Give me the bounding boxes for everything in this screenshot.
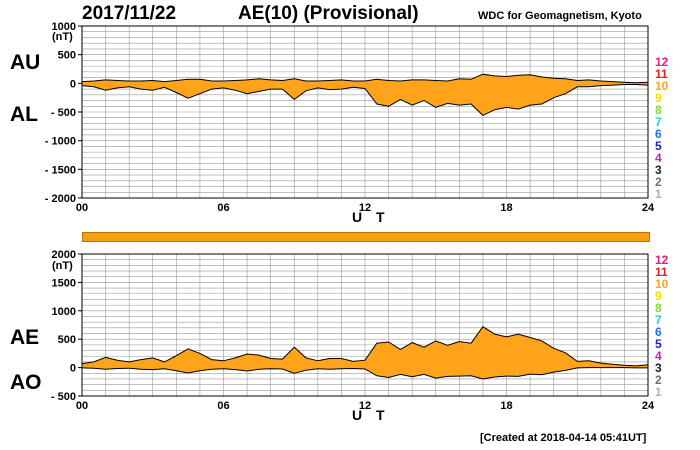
range-area [82,326,648,379]
x-tick-label: 18 [500,400,512,412]
legend-item: 6 [655,325,662,339]
y-tick-label: 500 [58,334,76,346]
bottom-xaxis-label: U T [352,407,390,423]
legend-item: 8 [655,103,662,117]
series-line-ae [81,326,649,367]
legend-item: 1 [655,187,662,201]
y-tick-label: - 500 [51,107,76,119]
bottom-unit-label: (nT) [52,260,73,272]
legend-item: 7 [655,115,662,129]
x-tick-label: 00 [76,202,88,214]
legend-item: 5 [655,139,662,153]
legend-item: 9 [655,289,662,303]
legend-item: 2 [655,175,662,189]
top-unit-label: (nT) [52,31,73,43]
legend-item: 4 [655,151,662,165]
created-timestamp: [Created at 2018-04-14 05:41UT] [480,432,647,444]
series-line-au [81,73,649,84]
y-tick-label: - 1000 [45,136,76,148]
y-tick-label: 2000 [52,249,76,261]
legend-item: 5 [655,337,662,351]
series-line-al [81,84,649,117]
index-title: AE(10) (Provisional) [238,3,419,24]
legend-item: 3 [655,163,662,177]
legend-item: 2 [655,373,662,387]
y-tick-label: - 1500 [45,164,76,176]
legend-item: 9 [655,91,662,105]
x-tick-label: 18 [500,202,512,214]
station-legend-bottom: 12 11 10 9 8 7 6 5 4 3 2 1 [655,254,675,398]
legend-item: 7 [655,313,662,327]
x-tick-label: 24 [642,202,655,214]
x-tick-label: 24 [642,400,655,412]
plot-frame [81,253,649,397]
au-label: AU [10,51,41,74]
station-legend-top: 12 11 10 9 8 7 6 5 4 3 2 1 [655,56,675,200]
legend-item: 10 [655,79,669,93]
legend-item: 4 [655,349,662,363]
y-tick-label: 0 [70,78,76,90]
legend-item: 10 [655,277,669,291]
separator-bar [82,232,650,242]
legend-item: 11 [655,67,668,81]
ao-label: AO [10,371,42,394]
legend-item: 12 [655,253,669,267]
legend-item: 3 [655,361,662,375]
organization-label: WDC for Geomagnetism, Kyoto [478,10,642,22]
y-tick-label: 500 [58,50,76,62]
y-tick-label: - 2000 [45,193,76,205]
al-label: AL [10,103,38,126]
y-tick-label: 1500 [52,277,76,289]
legend-item: 1 [655,385,662,399]
y-tick-label: - 500 [51,391,76,403]
top-xaxis-label: U T [352,209,390,225]
y-tick-label: 1000 [52,306,76,318]
x-tick-label: 06 [217,202,229,214]
x-tick-label: 12 [359,400,371,412]
legend-item: 11 [655,265,668,279]
y-tick-label: 1000 [52,21,76,33]
legend-item: 12 [655,55,669,69]
x-tick-label: 12 [359,202,371,214]
legend-item: 6 [655,127,662,141]
y-tick-label: 0 [70,363,76,375]
x-tick-label: 06 [217,400,229,412]
series-line-ao [81,367,648,380]
x-tick-label: 00 [76,400,88,412]
legend-item: 8 [655,301,662,315]
ae-label: AE [10,326,40,349]
range-area [82,74,648,116]
chart-date: 2017/11/22 [82,3,177,24]
